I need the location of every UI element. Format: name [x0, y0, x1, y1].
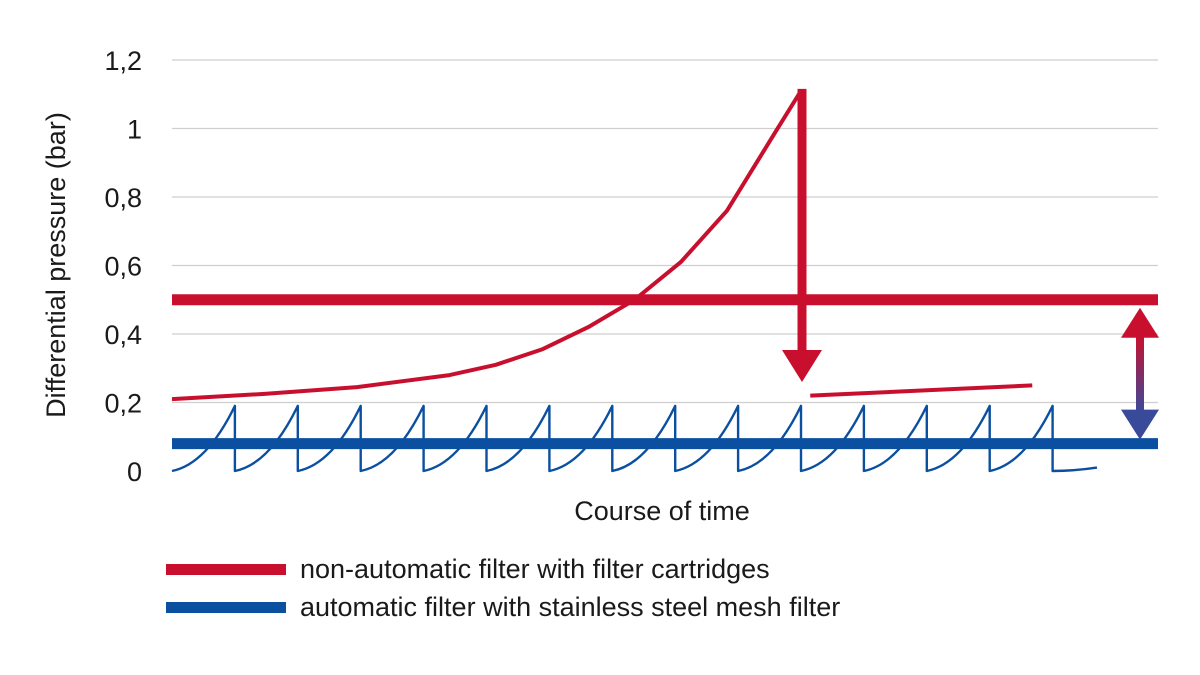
y-tick-label: 0,8: [104, 183, 142, 213]
annotations: [782, 88, 1159, 440]
x-axis-title: Course of time: [574, 496, 750, 526]
difference-arrow-head-up: [1121, 307, 1159, 338]
y-tick-labels: 0 0,2 0,4 0,6 0,8 1 1,2: [104, 46, 142, 487]
pressure-drop-arrow-head: [782, 349, 822, 382]
pressure-curve-non-automatic: [171, 89, 803, 402]
series-non-automatic: [171, 89, 1158, 402]
legend-item-non-automatic: non-automatic filter with filter cartrid…: [166, 550, 840, 588]
series-automatic: [171, 404, 1158, 473]
y-tick-label: 1: [127, 115, 142, 145]
y-tick-label: 1,2: [104, 46, 142, 76]
legend-item-automatic: automatic filter with stainless steel me…: [166, 588, 840, 626]
legend-label: automatic filter with stainless steel me…: [300, 592, 841, 622]
legend-swatch-red: [166, 563, 286, 575]
legend-label: non-automatic filter with filter cartrid…: [300, 554, 770, 584]
y-tick-label: 0: [127, 457, 142, 487]
y-tick-label: 0,2: [104, 389, 142, 419]
chart: 0 0,2 0,4 0,6 0,8 1 1,2 Differential pressure …: [41, 46, 1159, 526]
difference-arrow-shaft: [1136, 335, 1144, 412]
y-tick-label: 0,6: [104, 252, 142, 282]
y-axis-title: Differential pressure (bar): [41, 112, 71, 418]
legend-swatch-blue: [166, 601, 286, 613]
legend: non-automatic filter with filter cartrid…: [166, 550, 840, 626]
y-tick-label: 0,4: [104, 320, 142, 350]
difference-arrow-head-down: [1121, 409, 1159, 440]
pressure-curve-after-change: [810, 383, 1033, 398]
pressure-curve-automatic: [171, 404, 1098, 473]
gridlines: [172, 59, 1158, 404]
